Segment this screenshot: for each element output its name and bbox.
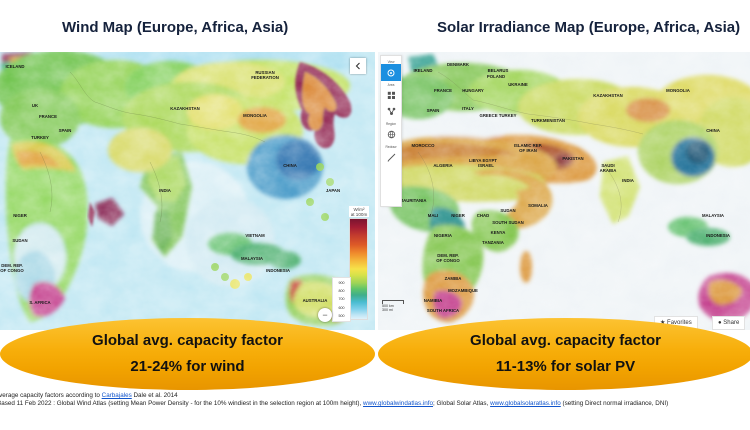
svg-text:SUDAN: SUDAN (12, 238, 27, 243)
svg-text:MALAYSIA: MALAYSIA (702, 213, 724, 218)
svg-text:AUSTRALIA: AUSTRALIA (303, 298, 328, 303)
svg-text:MOROCCO: MOROCCO (412, 143, 436, 148)
svg-text:NAMIBIA: NAMIBIA (424, 298, 442, 303)
svg-text:UK: UK (32, 103, 39, 108)
svg-text:VIETNAM: VIETNAM (245, 233, 265, 238)
svg-text:MONGOLIA: MONGOLIA (666, 88, 690, 93)
svg-text:BELARUS: BELARUS (488, 68, 509, 73)
svg-text:INDONESIA: INDONESIA (706, 233, 730, 238)
svg-text:INDONESIA: INDONESIA (266, 268, 290, 273)
svg-text:NIGER: NIGER (13, 213, 28, 218)
svg-text:TURKEY: TURKEY (31, 135, 49, 140)
svg-text:DENMARK: DENMARK (447, 62, 470, 67)
svg-text:MALAYSIA: MALAYSIA (241, 256, 263, 261)
svg-text:CHAD: CHAD (477, 213, 489, 218)
svg-text:ITALY: ITALY (462, 106, 474, 111)
svg-text:UKRAINE: UKRAINE (508, 82, 528, 87)
svg-text:ICELAND: ICELAND (5, 64, 24, 69)
svg-text:GREECE TURKEY: GREECE TURKEY (479, 113, 516, 118)
svg-text:MALI: MALI (428, 213, 439, 218)
svg-text:INDIA: INDIA (622, 178, 634, 183)
svg-text:MONGOLIA: MONGOLIA (243, 113, 267, 118)
svg-text:INDIA: INDIA (159, 188, 171, 193)
svg-text:SPAIN: SPAIN (427, 108, 440, 113)
svg-text:SOUTH AFRICA: SOUTH AFRICA (427, 308, 459, 313)
svg-text:HUNGARY: HUNGARY (462, 88, 484, 93)
svg-text:ALGERIA: ALGERIA (433, 163, 452, 168)
svg-text:JAPAN: JAPAN (326, 188, 340, 193)
svg-text:S. AFRICA: S. AFRICA (29, 300, 50, 305)
svg-text:SUDAN: SUDAN (500, 208, 515, 213)
svg-text:ISRAEL: ISRAEL (478, 163, 494, 168)
svg-text:SPAIN: SPAIN (59, 128, 72, 133)
svg-text:FEDERATION: FEDERATION (251, 75, 279, 80)
svg-text:POLAND: POLAND (487, 74, 505, 79)
svg-text:TANZANIA: TANZANIA (482, 240, 504, 245)
svg-text:MAURITANIA: MAURITANIA (400, 198, 427, 203)
svg-text:NIGER: NIGER (451, 213, 466, 218)
svg-text:OF CONGO: OF CONGO (0, 268, 24, 273)
svg-text:TURKMENISTAN: TURKMENISTAN (531, 118, 565, 123)
svg-text:KAZAKHSTAN: KAZAKHSTAN (593, 93, 623, 98)
svg-text:MOZAMBIQUE: MOZAMBIQUE (448, 288, 478, 293)
svg-text:OF CONGO: OF CONGO (436, 258, 460, 263)
svg-text:PAKISTAN: PAKISTAN (562, 156, 583, 161)
svg-text:FRANCE: FRANCE (434, 88, 452, 93)
svg-text:NIGERIA: NIGERIA (434, 233, 452, 238)
svg-text:FRANCE: FRANCE (39, 114, 57, 119)
svg-text:KENYA: KENYA (491, 230, 506, 235)
svg-text:ARABIA: ARABIA (600, 168, 617, 173)
svg-text:SOUTH SUDAN: SOUTH SUDAN (492, 220, 524, 225)
svg-text:OF IRAN: OF IRAN (519, 148, 537, 153)
svg-text:IRELAND: IRELAND (413, 68, 432, 73)
svg-text:KAZAKHSTAN: KAZAKHSTAN (170, 106, 200, 111)
svg-text:CHINA: CHINA (283, 163, 297, 168)
svg-text:CHINA: CHINA (706, 128, 720, 133)
svg-text:SOMALIA: SOMALIA (528, 203, 548, 208)
svg-text:ZAMBIA: ZAMBIA (445, 276, 462, 281)
